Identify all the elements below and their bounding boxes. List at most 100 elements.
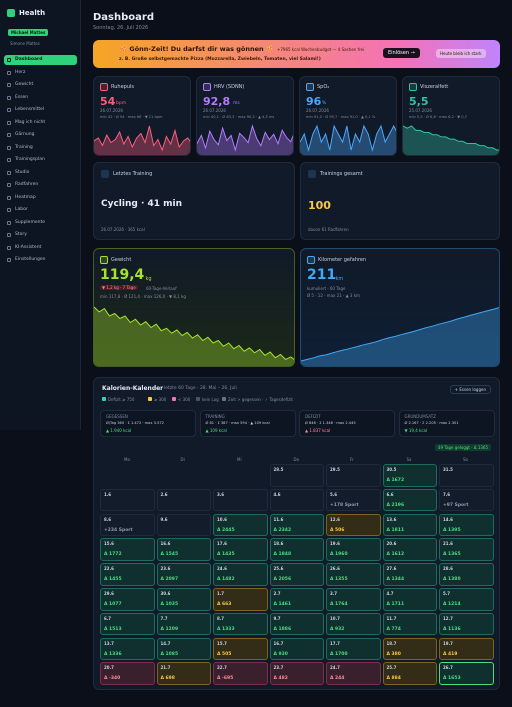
- stat-label: TRAINING: [205, 414, 225, 419]
- day-cell[interactable]: 28.5: [269, 464, 324, 487]
- day-cell[interactable]: 12.7 Δ 1136: [439, 612, 494, 636]
- nav-item[interactable]: Einstellungen: [4, 255, 77, 265]
- day-cell[interactable]: 4.7 Δ 1711: [382, 588, 437, 611]
- day-cell[interactable]: 11.7 Δ 774: [382, 612, 437, 636]
- day-cell[interactable]: 21.7 Δ 698: [156, 662, 211, 685]
- day-cell[interactable]: 10.6 Δ 2445: [213, 513, 268, 537]
- nav-item[interactable]: Dashboard: [4, 55, 77, 65]
- nav-item[interactable]: Training: [4, 143, 77, 153]
- day-cell[interactable]: 3.6: [213, 488, 268, 512]
- nav-icon: [7, 258, 11, 262]
- day-cell[interactable]: 21.6 Δ 1365: [439, 538, 494, 561]
- day-cell[interactable]: 26.7 Δ 1653: [439, 662, 494, 685]
- day-cell[interactable]: 23.7 Δ 482: [269, 662, 324, 685]
- day-cell[interactable]: 5.7 Δ 1214: [439, 588, 494, 611]
- date: 26.07.2026: [306, 108, 329, 113]
- nav-item[interactable]: Essen: [4, 93, 77, 103]
- day-cell[interactable]: 16.7 Δ 930: [269, 637, 324, 661]
- day-cell[interactable]: 20.7 Δ -340: [100, 662, 155, 685]
- day-cell[interactable]: 7.7 Δ 1209: [156, 612, 211, 636]
- day-delta: Δ 1085: [160, 651, 179, 657]
- nav-item[interactable]: Story: [4, 230, 77, 240]
- day-cell[interactable]: 8.6 +234 Sport: [100, 513, 155, 537]
- day-cell[interactable]: 17.6 Δ 1435: [213, 538, 268, 561]
- day-cell[interactable]: 13.7 Δ 1336: [100, 637, 155, 661]
- day-cell[interactable]: 20.6 Δ 1612: [382, 538, 437, 561]
- nav-item[interactable]: Radfahren: [4, 180, 77, 190]
- nav-item[interactable]: Supplemente: [4, 218, 77, 228]
- day-cell[interactable]: 22.7 Δ -695: [213, 662, 268, 685]
- day-cell[interactable]: 6.7 Δ 1513: [100, 612, 155, 636]
- nav-item[interactable]: Gewicht: [4, 80, 77, 90]
- day-cell[interactable]: 23.6 Δ 2097: [156, 563, 211, 586]
- log-button[interactable]: + Essen loggen: [449, 385, 491, 394]
- day-cell[interactable]: 1.7 Δ 663: [213, 588, 268, 611]
- day-cell[interactable]: 25.6 Δ 2056: [269, 563, 324, 586]
- day-cell[interactable]: 28.6 Δ 1380: [439, 563, 494, 586]
- day-cell[interactable]: 3.7 Δ 1764: [326, 588, 381, 611]
- day-cell[interactable]: 16.6 Δ 1545: [156, 538, 211, 561]
- day-cell[interactable]: 5.6 +178 Sport: [326, 488, 381, 512]
- day-cell[interactable]: 17.7 Δ 1700: [326, 637, 381, 661]
- user-badge[interactable]: Michael Mattes: [8, 29, 49, 36]
- day-cell[interactable]: 29.5: [326, 464, 381, 487]
- day-delta: Δ 698: [160, 676, 175, 682]
- day-cell[interactable]: 2.6: [156, 488, 211, 512]
- day-cell[interactable]: 27.6 Δ 1344: [382, 563, 437, 586]
- day-cell[interactable]: 12.6 Δ 506: [326, 513, 381, 537]
- skip-button[interactable]: Heute bleib ich stark: [436, 49, 486, 58]
- day-cell[interactable]: 24.7 Δ 244: [326, 662, 381, 685]
- day-cell[interactable]: 1.6: [100, 488, 155, 512]
- day-cell[interactable]: 4.6: [269, 488, 324, 512]
- day-cell[interactable]: 19.6 Δ 1960: [326, 538, 381, 561]
- nav-item[interactable]: Herz: [4, 68, 77, 78]
- nav-item[interactable]: Lebensmittel: [4, 105, 77, 115]
- day-cell[interactable]: 9.7 Δ 1886: [269, 612, 324, 636]
- stats: min 91,0 · Ø 95,7 · max 91,0 · ▲ 0,1 %: [306, 115, 376, 119]
- day-cell[interactable]: 18.6 Δ 1848: [269, 538, 324, 561]
- line: [301, 307, 499, 362]
- nav-item[interactable]: Trainingsplan: [4, 155, 77, 165]
- day-cell[interactable]: 22.6 Δ 1455: [100, 563, 155, 586]
- day-date: 26.7: [443, 665, 453, 671]
- alt-user[interactable]: Simone Mattes: [10, 41, 40, 46]
- day-cell[interactable]: 31.5: [439, 464, 494, 487]
- day-cell[interactable]: 14.6 Δ 1395: [439, 513, 494, 537]
- day-cell[interactable]: 30.5 Δ 1672: [382, 464, 437, 487]
- nav-item[interactable]: Studio: [4, 168, 77, 178]
- day-date: 29.6: [104, 591, 114, 596]
- day-delta: Δ 1513: [104, 626, 122, 632]
- day-cell[interactable]: 15.6 Δ 1772: [100, 538, 155, 561]
- day-date: 15.6: [104, 541, 114, 547]
- day-cell[interactable]: 14.7 Δ 1085: [156, 637, 211, 661]
- stat-line: Ø 81 · Σ 387 · max 594 · ▲ 109 kcal: [205, 421, 270, 425]
- day-cell[interactable]: 9.6: [156, 513, 211, 537]
- day-cell[interactable]: 6.6 Δ 2196: [382, 488, 437, 512]
- nav-item[interactable]: KI-Assistent: [4, 243, 77, 253]
- day-cell[interactable]: 7.6 +97 Sport: [439, 488, 494, 512]
- day-delta: Δ 1461: [273, 602, 292, 607]
- day-cell[interactable]: 25.7 Δ 884: [382, 662, 437, 685]
- legend-swatch: [222, 397, 226, 401]
- day-date: 8.6: [104, 516, 112, 522]
- day-cell[interactable]: 24.6 Δ 1482: [213, 563, 268, 586]
- nav-item[interactable]: Labor: [4, 205, 77, 215]
- redeem-button[interactable]: Einlösen →: [383, 48, 420, 58]
- day-cell[interactable]: 2.7 Δ 1461: [269, 588, 324, 611]
- nav-item[interactable]: Mag ich nicht: [4, 118, 77, 128]
- nav-item[interactable]: Gärnung: [4, 130, 77, 140]
- icon: [100, 256, 108, 264]
- day-cell[interactable]: 10.7 Δ 932: [326, 612, 381, 636]
- day-cell[interactable]: 15.7 Δ 505: [213, 637, 268, 661]
- day-cell[interactable]: 13.6 Δ 1811: [382, 513, 437, 537]
- day-cell[interactable]: 30.6 Δ 1035: [156, 588, 211, 611]
- day-cell[interactable]: 18.7 Δ 380: [382, 637, 437, 661]
- day-cell[interactable]: 29.6 Δ 1077: [100, 588, 155, 611]
- day-cell[interactable]: 8.7 Δ 1333: [213, 612, 268, 636]
- day-cell[interactable]: 26.6 Δ 1355: [326, 563, 381, 586]
- nav-label: Gärnung: [15, 132, 35, 137]
- day-cell[interactable]: 19.7 Δ 419: [439, 637, 494, 661]
- day-cell[interactable]: 11.6 Δ 2342: [269, 513, 324, 537]
- nav-item[interactable]: Heatmap: [4, 193, 77, 203]
- nav-icon: [7, 220, 11, 225]
